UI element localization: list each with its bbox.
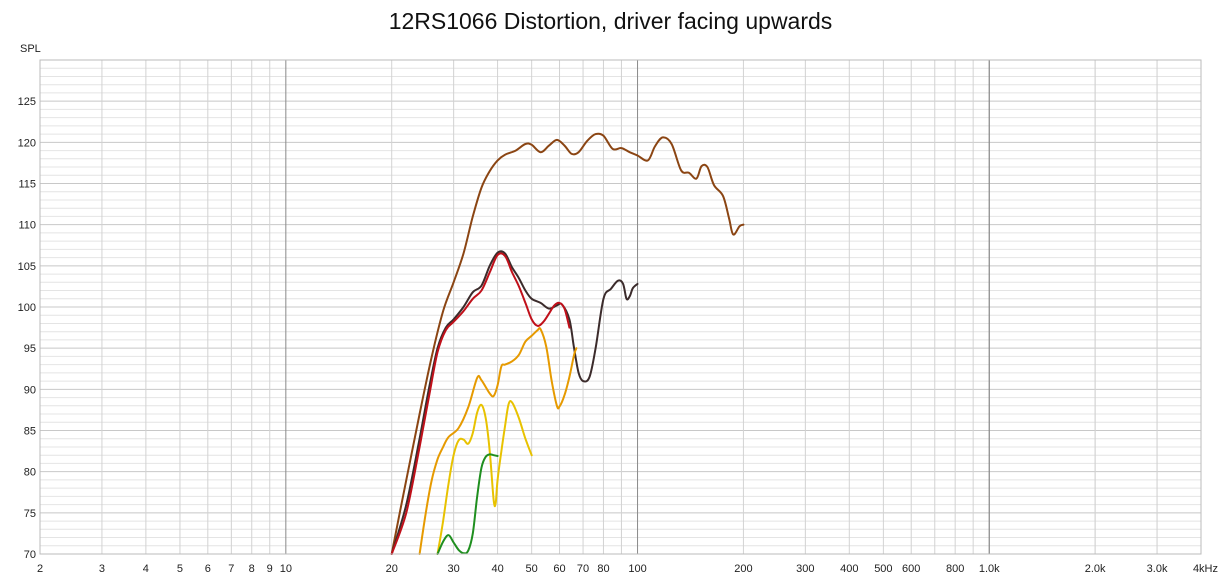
x-tick-label: 300 [796,563,814,575]
x-tick-label: 6 [205,563,211,575]
x-tick-label: 3 [99,563,105,575]
x-tick-label: 7 [228,563,234,575]
x-tick-label: 400 [840,563,858,575]
y-tick-label: 105 [18,261,36,273]
y-tick-label: 95 [24,343,36,355]
series-line-4 [418,327,578,555]
y-tick-label: 90 [24,384,36,396]
series-line-6 [436,453,499,555]
x-tick-label: 200 [734,563,752,575]
x-tick-label: 70 [577,563,589,575]
y-axis-label: SPL [20,43,41,55]
series-line-1 [390,132,745,555]
x-tick-label: 40 [491,563,503,575]
series-line-3 [390,252,571,555]
x-tick-label: 20 [386,563,398,575]
x-tick-label: 500 [874,563,892,575]
y-tick-label: 115 [18,179,36,191]
x-tick-labels: 2 3 4 5 6 7 8 9 10 20 30 40 50 60 70 80 100 200 300 400 500 6… [37,563,1168,575]
x-tick-label: 600 [902,563,920,575]
x-tick-label: 1.0k [979,563,1000,575]
x-tick-label: 2.0k [1085,563,1106,575]
x-tick-label: 9 [267,563,273,575]
x-tick-label: 10 [280,563,292,575]
y-tick-labels: 70 75 80 85 90 95 100 105 110 115 120 125 [18,96,36,561]
x-tick-label: 50 [526,563,538,575]
x-tick-label: 60 [553,563,565,575]
series-line-2 [390,250,639,555]
y-tick-label: 120 [18,137,36,149]
x-unit-label: 4kHz [1193,563,1218,575]
x-tick-label: 5 [177,563,183,575]
x-tick-label: 8 [249,563,255,575]
x-tick-label: 100 [628,563,646,575]
y-tick-label: 80 [24,467,36,479]
y-tick-label: 125 [18,96,36,108]
y-tick-label: 85 [24,426,36,438]
x-tick-label: 2 [37,563,43,575]
x-tick-label: 4 [143,563,149,575]
x-tick-label: 30 [448,563,460,575]
plot-frame [39,59,1202,555]
y-tick-label: 70 [24,549,36,561]
y-tick-label: 75 [24,508,36,520]
x-tick-label: 3.0k [1147,563,1168,575]
grid-lines [39,59,1202,555]
x-tick-label: 800 [946,563,964,575]
series-lines [390,132,745,555]
series-line-5 [436,399,533,555]
chart-title: 12RS1066 Distortion, driver facing upwar… [388,8,833,34]
y-tick-label: 100 [18,302,36,314]
x-tick-label: 80 [597,563,609,575]
y-tick-label: 110 [18,220,36,232]
